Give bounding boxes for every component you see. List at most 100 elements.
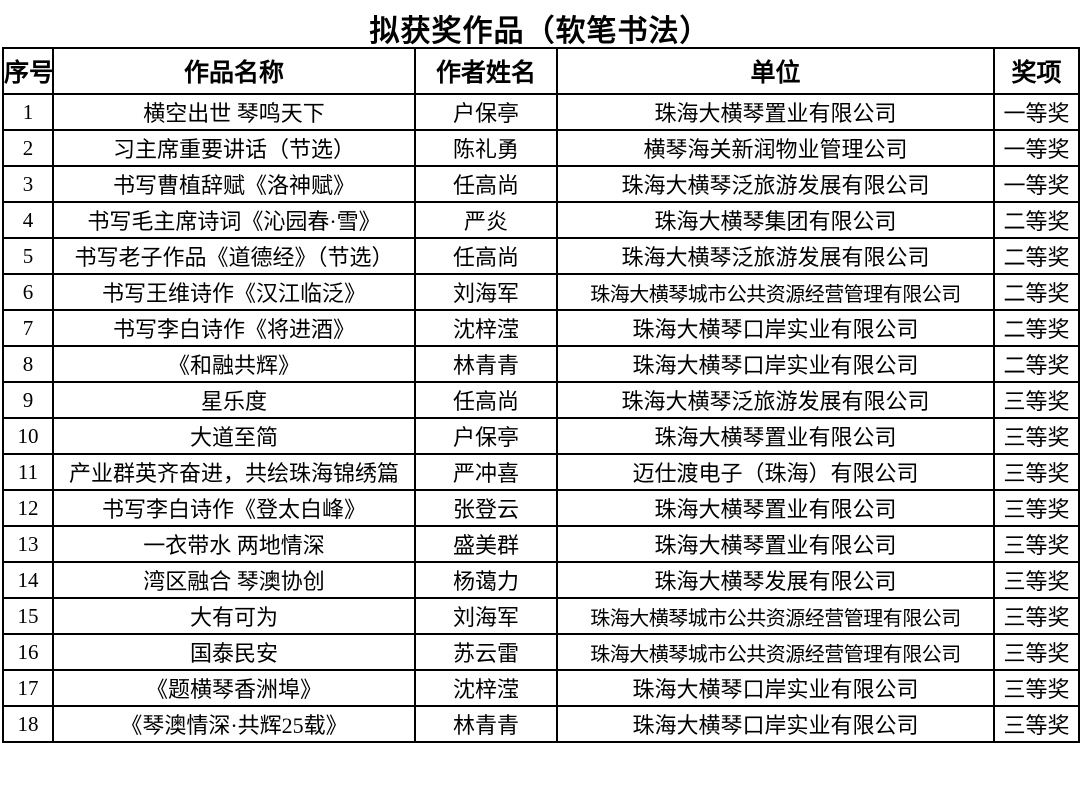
table-body: 1 横空出世 琴鸣天下 户保亭 珠海大横琴置业有限公司 一等奖 2 习主席重要讲话（节选）陈…: [2, 93, 1080, 743]
cell-work-title: 湾区融合 琴澳协创: [52, 561, 416, 599]
table-row: 11 产业群英齐奋进，共绘珠海锦绣篇 严冲喜 迈仕渡电子（珠海）有限公司 三等奖: [2, 453, 1080, 491]
cell-author-name: 苏云雷: [414, 633, 558, 671]
cell-work-title: 星乐度: [52, 381, 416, 419]
table-row: 8 《和融共辉》 林青青 珠海大横琴口岸实业有限公司 二等奖: [2, 345, 1080, 383]
cell-work-title: 一衣带水 两地情深: [52, 525, 416, 563]
table-row: 4 书写毛主席诗词《沁园春·雪》 严炎 珠海大横琴集团有限公司 二等奖: [2, 201, 1080, 239]
cell-unit: 珠海大横琴口岸实业有限公司: [556, 705, 995, 743]
table-row: 13 一衣带水 两地情深 盛美群 珠海大横琴置业有限公司 三等奖: [2, 525, 1080, 563]
cell-award: 三等奖: [993, 417, 1080, 455]
table-row: 3 书写曹植辞赋《洛神赋》 任高尚 珠海大横琴泛旅游发展有限公司 一等奖: [2, 165, 1080, 203]
cell-award: 一等奖: [993, 165, 1080, 203]
cell-no: 14: [2, 561, 54, 599]
cell-award: 一等奖: [993, 93, 1080, 131]
cell-no: 4: [2, 201, 54, 239]
awards-table: 序号 作品名称 作者姓名 单位 奖项 1 横空出世 琴鸣天下 户保亭 珠海大横琴置业有…: [2, 47, 1080, 743]
table-row: 18 《琴澳情深·共辉25载》 林青青 珠海大横琴口岸实业有限公司 三等奖: [2, 705, 1080, 743]
cell-award: 三等奖: [993, 381, 1080, 419]
cell-no: 9: [2, 381, 54, 419]
table-row: 12 书写李白诗作《登太白峰》 张登云 珠海大横琴置业有限公司 三等奖: [2, 489, 1080, 527]
header-title: 作品名称: [52, 47, 416, 95]
cell-unit: 横琴海关新润物业管理公司: [556, 129, 995, 167]
cell-no: 10: [2, 417, 54, 455]
cell-no: 16: [2, 633, 54, 671]
cell-unit: 珠海大横琴置业有限公司: [556, 525, 995, 563]
cell-no: 11: [2, 453, 54, 491]
cell-work-title: 《和融共辉》: [52, 345, 416, 383]
table-row: 9 星乐度 任高尚 珠海大横琴泛旅游发展有限公司 三等奖: [2, 381, 1080, 419]
cell-author-name: 盛美群: [414, 525, 558, 563]
cell-author-name: 户保亭: [414, 93, 558, 131]
cell-award: 一等奖: [993, 129, 1080, 167]
cell-unit: 珠海大横琴城市公共资源经营管理有限公司: [556, 597, 995, 635]
cell-award: 三等奖: [993, 453, 1080, 491]
cell-award: 二等奖: [993, 237, 1080, 275]
table-row: 1 横空出世 琴鸣天下 户保亭 珠海大横琴置业有限公司 一等奖: [2, 93, 1080, 131]
cell-author-name: 杨蔼力: [414, 561, 558, 599]
cell-author-name: 户保亭: [414, 417, 558, 455]
cell-unit: 珠海大横琴发展有限公司: [556, 561, 995, 599]
cell-author-name: 刘海军: [414, 273, 558, 311]
cell-no: 15: [2, 597, 54, 635]
cell-unit: 珠海大横琴泛旅游发展有限公司: [556, 237, 995, 275]
table-row: 7 书写李白诗作《将进酒》 沈梓滢 珠海大横琴口岸实业有限公司 二等奖: [2, 309, 1080, 347]
cell-no: 12: [2, 489, 54, 527]
cell-author-name: 严冲喜: [414, 453, 558, 491]
cell-no: 2: [2, 129, 54, 167]
cell-unit: 珠海大横琴口岸实业有限公司: [556, 309, 995, 347]
cell-unit: 珠海大横琴泛旅游发展有限公司: [556, 165, 995, 203]
cell-unit: 珠海大横琴泛旅游发展有限公司: [556, 381, 995, 419]
cell-work-title: 国泰民安: [52, 633, 416, 671]
cell-author-name: 任高尚: [414, 237, 558, 275]
cell-work-title: 横空出世 琴鸣天下: [52, 93, 416, 131]
cell-no: 17: [2, 669, 54, 707]
cell-award: 三等奖: [993, 669, 1080, 707]
cell-unit: 珠海大横琴置业有限公司: [556, 417, 995, 455]
cell-work-title: 《琴澳情深·共辉25载》: [52, 705, 416, 743]
cell-unit: 珠海大横琴城市公共资源经营管理有限公司: [556, 633, 995, 671]
cell-no: 13: [2, 525, 54, 563]
cell-author-name: 刘海军: [414, 597, 558, 635]
cell-work-title: 书写老子作品《道德经》（节选）: [52, 237, 416, 275]
table-row: 2 习主席重要讲话（节选） 陈礼勇 横琴海关新润物业管理公司 一等奖: [2, 129, 1080, 167]
cell-award: 三等奖: [993, 597, 1080, 635]
cell-author-name: 任高尚: [414, 381, 558, 419]
cell-work-title: 书写李白诗作《将进酒》: [52, 309, 416, 347]
table-header-row: 序号 作品名称 作者姓名 单位 奖项: [2, 47, 1080, 95]
cell-work-title: 书写李白诗作《登太白峰》: [52, 489, 416, 527]
cell-no: 7: [2, 309, 54, 347]
cell-no: 6: [2, 273, 54, 311]
cell-award: 三等奖: [993, 705, 1080, 743]
cell-award: 二等奖: [993, 309, 1080, 347]
cell-work-title: 《题横琴香洲埠》: [52, 669, 416, 707]
cell-unit: 珠海大横琴置业有限公司: [556, 93, 995, 131]
cell-author-name: 沈梓滢: [414, 309, 558, 347]
cell-award: 二等奖: [993, 345, 1080, 383]
cell-award: 二等奖: [993, 273, 1080, 311]
cell-unit: 珠海大横琴口岸实业有限公司: [556, 345, 995, 383]
table-row: 10 大道至简 户保亭 珠海大横琴置业有限公司 三等奖: [2, 417, 1080, 455]
cell-no: 8: [2, 345, 54, 383]
table-row: 5 书写老子作品《道德经》（节选） 任高尚 珠海大横琴泛旅游发展有限公司 二等奖: [2, 237, 1080, 275]
table-row: 6 书写王维诗作《汉江临泛》 刘海军 珠海大横琴城市公共资源经营管理有限公司 二等奖: [2, 273, 1080, 311]
cell-work-title: 大有可为: [52, 597, 416, 635]
cell-unit: 珠海大横琴城市公共资源经营管理有限公司: [556, 273, 995, 311]
cell-work-title: 习主席重要讲话（节选）: [52, 129, 416, 167]
cell-author-name: 林青青: [414, 705, 558, 743]
table-row: 14 湾区融合 琴澳协创 杨蔼力 珠海大横琴发展有限公司 三等奖: [2, 561, 1080, 599]
cell-unit: 迈仕渡电子（珠海）有限公司: [556, 453, 995, 491]
cell-author-name: 林青青: [414, 345, 558, 383]
page-title: 拟获奖作品（软笔书法）: [369, 15, 711, 48]
cell-no: 1: [2, 93, 54, 131]
cell-unit: 珠海大横琴口岸实业有限公司: [556, 669, 995, 707]
cell-author-name: 张登云: [414, 489, 558, 527]
cell-work-title: 书写王维诗作《汉江临泛》: [52, 273, 416, 311]
cell-work-title: 大道至简: [52, 417, 416, 455]
cell-award: 二等奖: [993, 201, 1080, 239]
cell-no: 5: [2, 237, 54, 275]
cell-no: 18: [2, 705, 54, 743]
table-row: 16 国泰民安 苏云雷 珠海大横琴城市公共资源经营管理有限公司 三等奖: [2, 633, 1080, 671]
cell-work-title: 产业群英齐奋进，共绘珠海锦绣篇: [52, 453, 416, 491]
cell-unit: 珠海大横琴置业有限公司: [556, 489, 995, 527]
